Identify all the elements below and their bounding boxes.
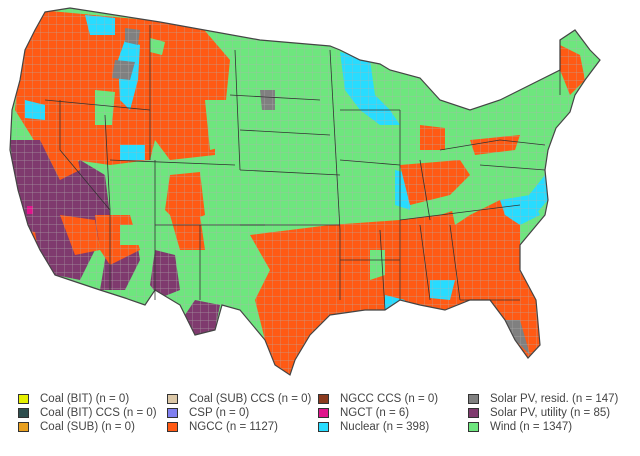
legend-item-ngcc: NGCC (n = 1127)	[167, 420, 311, 434]
legend-item-wind: Wind (n = 1347)	[468, 420, 618, 434]
legend-column-1: Coal (BIT) (n = 0) Coal (BIT) CCS (n = 0…	[18, 392, 157, 434]
legend-item-coal-bit-ccs: Coal (BIT) CCS (n = 0)	[18, 406, 157, 420]
legend-item-coal-bit: Coal (BIT) (n = 0)	[18, 392, 157, 406]
swatch-icon	[468, 394, 479, 404]
legend-item-coal-sub: Coal (SUB) (n = 0)	[18, 420, 157, 434]
swatch-icon	[468, 422, 479, 432]
legend-item-solar-resid: Solar PV, resid. (n = 147)	[468, 392, 618, 406]
legend-column-2: Coal (SUB) CCS (n = 0) CSP (n = 0) NGCC …	[167, 392, 311, 434]
legend-item-solar-utility: Solar PV, utility (n = 85)	[468, 406, 618, 420]
us-county-map	[9, 7, 601, 376]
swatch-icon	[167, 408, 178, 418]
legend-column-4: Solar PV, resid. (n = 147) Solar PV, uti…	[468, 392, 618, 434]
swatch-icon	[318, 408, 329, 418]
county-borders	[10, 8, 600, 375]
legend-item-ngcc-ccs: NGCC CCS (n = 0)	[318, 392, 438, 406]
legend: Coal (BIT) (n = 0) Coal (BIT) CCS (n = 0…	[0, 392, 640, 442]
legend-item-ngct: NGCT (n = 6)	[318, 406, 438, 420]
legend-column-3: NGCC CCS (n = 0) NGCT (n = 6) Nuclear (n…	[318, 392, 438, 434]
swatch-icon	[18, 422, 29, 432]
state-borders	[44, 25, 561, 311]
swatch-icon	[318, 422, 329, 432]
swatch-icon	[167, 394, 178, 404]
map-fill	[10, 8, 600, 375]
swatch-icon	[468, 408, 479, 418]
legend-item-nuclear: Nuclear (n = 398)	[318, 420, 438, 434]
legend-item-coal-sub-ccs: Coal (SUB) CCS (n = 0)	[167, 392, 311, 406]
swatch-icon	[318, 394, 329, 404]
swatch-icon	[167, 422, 178, 432]
swatch-icon	[18, 394, 29, 404]
swatch-icon	[18, 408, 29, 418]
legend-item-csp: CSP (n = 0)	[167, 406, 311, 420]
